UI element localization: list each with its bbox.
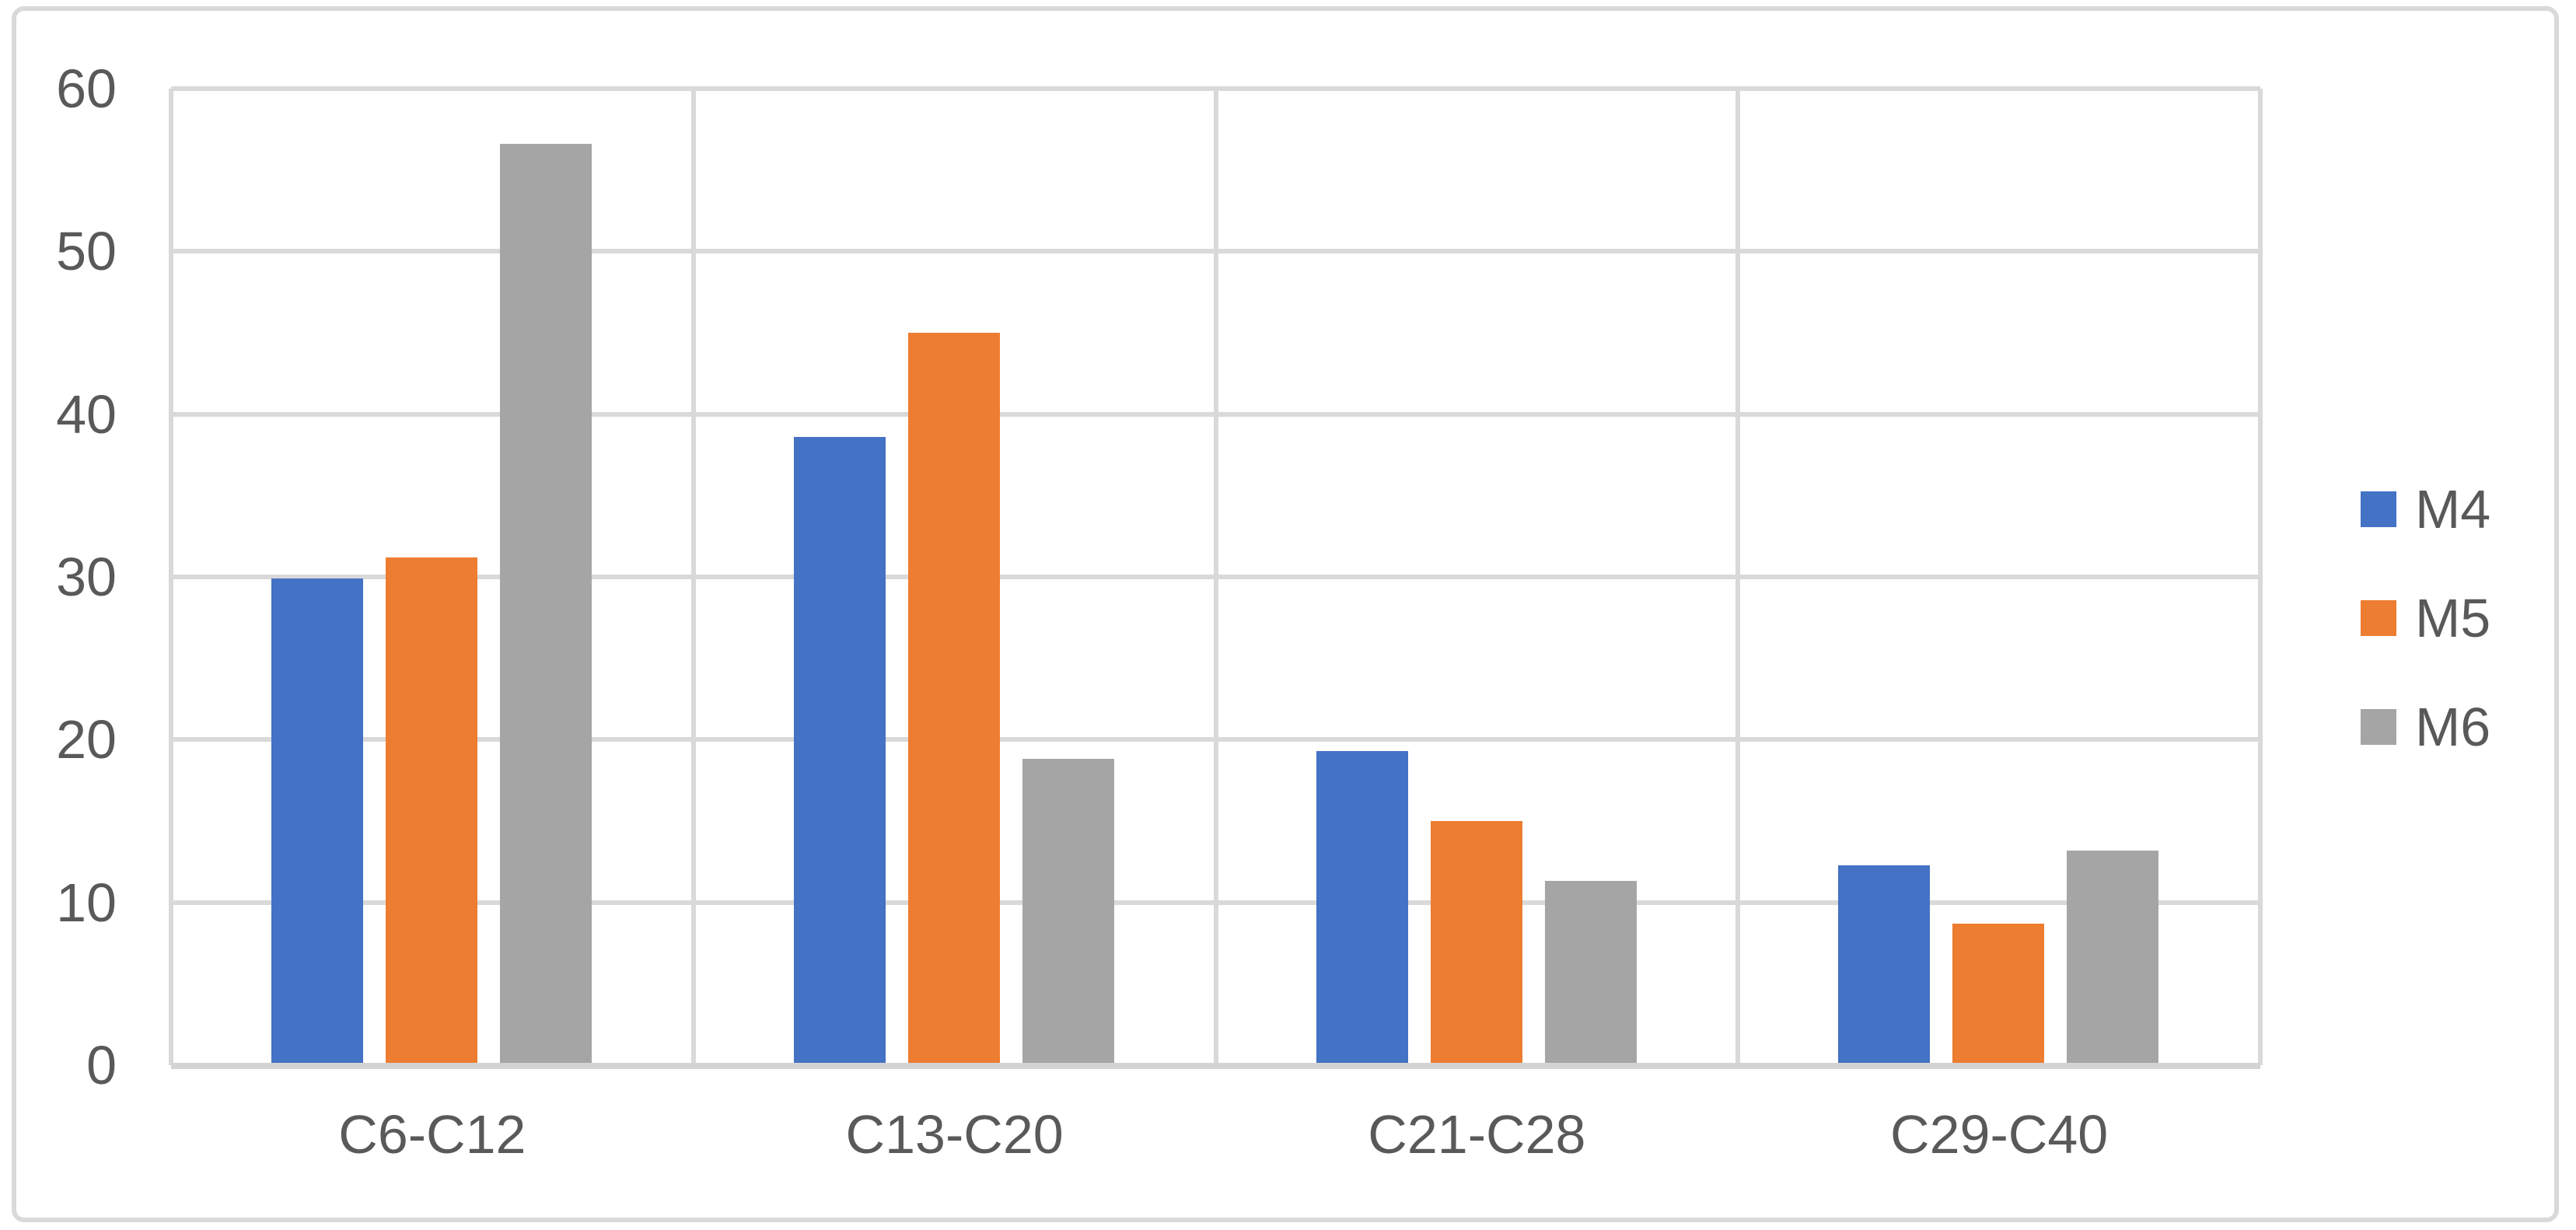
legend-label: M4: [2415, 479, 2491, 540]
bar-m4-c13-c20: [793, 436, 886, 1065]
legend-item-m5: M5: [2361, 591, 2490, 645]
legend-swatch-m6: [2361, 709, 2396, 745]
bar-m5-c29-c40: [1952, 923, 2045, 1065]
x-axis-category-label: C29-C40: [1890, 1104, 2109, 1165]
legend-label: M5: [2415, 588, 2491, 648]
y-axis-tick-label: 0: [86, 1035, 117, 1095]
bar-m4-c29-c40: [1838, 865, 1931, 1065]
legend-label: M6: [2415, 697, 2491, 757]
bar-m6-c21-c28: [1544, 881, 1637, 1065]
legend-swatch-m5: [2361, 600, 2396, 636]
x-axis-line: [171, 1063, 2260, 1069]
bar-m6-c6-c12: [500, 144, 592, 1065]
bar-m4-c21-c28: [1316, 750, 1408, 1065]
y-axis-tick-label: 60: [56, 58, 117, 119]
bar-m6-c29-c40: [2067, 850, 2159, 1065]
x-axis-category-label: C6-C12: [338, 1104, 526, 1165]
bar-m5-c21-c28: [1430, 821, 1522, 1065]
gridline-horizontal: [171, 249, 2260, 254]
y-axis-tick-label: 40: [56, 383, 117, 445]
y-axis-tick-label: 30: [56, 547, 117, 607]
legend-item-m4: M4: [2361, 482, 2490, 536]
gridline-horizontal: [171, 86, 2260, 91]
gridline-horizontal: [171, 411, 2260, 417]
bar-m5-c13-c20: [907, 333, 1000, 1065]
gridline-horizontal: [171, 737, 2260, 743]
gridline-horizontal: [171, 900, 2260, 905]
gridline-horizontal: [171, 575, 2260, 579]
y-axis-tick-label: 50: [56, 221, 117, 282]
y-axis-tick-label: 20: [56, 709, 117, 770]
legend-swatch-m4: [2361, 491, 2396, 527]
chart-outer-border: [12, 6, 2559, 1222]
bar-m6-c13-c20: [1022, 759, 1114, 1065]
bar-m4-c6-c12: [271, 578, 363, 1065]
y-axis-tick-label: 10: [56, 872, 117, 933]
gridline-vertical: [2258, 89, 2263, 1065]
bar-m5-c6-c12: [386, 557, 477, 1065]
x-axis-category-label: C21-C28: [1368, 1104, 1586, 1165]
legend-item-m6: M6: [2361, 700, 2490, 754]
x-axis-category-label: C13-C20: [845, 1104, 1064, 1165]
